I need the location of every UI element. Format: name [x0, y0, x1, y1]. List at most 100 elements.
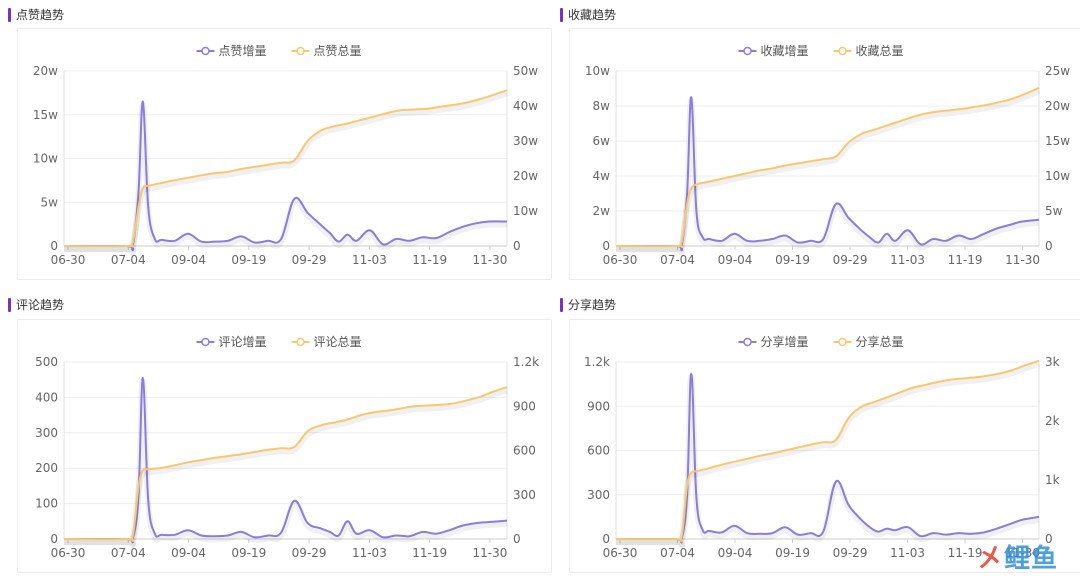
series-line-shadow: [63, 387, 508, 547]
x-tick-label: 11-03: [352, 546, 387, 560]
x-tick-label: 06-30: [51, 546, 86, 560]
x-tick-label: 11-03: [890, 546, 925, 560]
y-right-tick-label: 40w: [513, 99, 538, 113]
x-tick-label: 07-04: [111, 253, 146, 267]
x-tick-label: 11-30: [1005, 253, 1040, 267]
x-tick-label: 06-30: [51, 253, 86, 267]
x-tick-label: 09-19: [775, 253, 810, 267]
x-tick-label: 11-19: [412, 253, 447, 267]
series-line-increment[interactable]: [64, 100, 508, 252]
y-right-tick-label: 20w: [1045, 99, 1070, 113]
legend-item[interactable]: 分享增量: [738, 334, 809, 349]
section-title: 收藏趋势: [560, 8, 616, 22]
y-left-tick-label: 6w: [593, 134, 611, 148]
y-right-tick-label: 300: [513, 488, 536, 502]
x-tick-label: 11-30: [1005, 546, 1040, 560]
y-left-tick-label: 1.2k: [584, 355, 610, 369]
y-left-tick-label: 15w: [33, 108, 58, 122]
y-left-tick-label: 20w: [33, 64, 58, 78]
y-right-tick-label: 900: [513, 399, 536, 413]
y-right-tick-label: 600: [513, 444, 536, 458]
series-line-increment[interactable]: [615, 372, 1040, 544]
x-tick-label: 09-29: [292, 546, 327, 560]
chart-panel-favorites: 收藏趋势 收藏增量 收藏总量 0 2w 4w 6w 8w 10w 0 5w 10w 15w 20w 25w…: [552, 0, 1080, 290]
chart-frame: 评论增量 评论总量 0 100 200 300 400 500 0 300 600 900 1.2k 06…: [17, 319, 552, 573]
legend-item[interactable]: 点赞增量: [196, 44, 267, 58]
legend-label: 点赞增量: [219, 44, 267, 58]
legend-marker: [201, 46, 210, 56]
series-line-increment[interactable]: [63, 376, 508, 544]
watermark-logo: 㐅鲤鱼: [977, 538, 1058, 575]
x-tick-label: 07-04: [660, 253, 695, 267]
y-left-tick-label: 2w: [593, 204, 611, 218]
y-left-tick-label: 400: [35, 390, 58, 404]
series-line-total[interactable]: [63, 386, 508, 542]
legend-marker: [296, 46, 305, 56]
legend-item[interactable]: 点赞总量: [291, 44, 362, 58]
legend-item[interactable]: 评论增量: [196, 335, 267, 349]
y-right-tick-label: 20w: [513, 169, 538, 183]
legend-marker: [296, 337, 305, 347]
y-left-tick-label: 0: [50, 239, 58, 253]
x-tick-label: 07-04: [660, 546, 695, 560]
series-line-shadow: [64, 101, 508, 257]
y-left-tick-label: 5w: [41, 195, 59, 209]
legend-item[interactable]: 评论总量: [291, 335, 362, 349]
legend[interactable]: 分享增量 分享总量: [738, 334, 904, 349]
y-left-tick-label: 0: [50, 532, 58, 546]
series-line-total[interactable]: [615, 359, 1040, 543]
chart-panel-comments: 评论趋势 评论增量 评论总量 0 100 200 300 400 500 0 300 600 900 1…: [0, 292, 552, 583]
legend-item[interactable]: 收藏增量: [738, 44, 809, 58]
legend-label: 收藏总量: [856, 44, 904, 58]
y-right-tick-label: 1.2k: [513, 355, 539, 369]
chart-frame: 收藏增量 收藏总量 0 2w 4w 6w 8w 10w 0 5w 10w 15w 20w 25w 06-30…: [569, 28, 1080, 280]
legend-item[interactable]: 收藏总量: [833, 44, 904, 58]
x-tick-label: 09-19: [231, 546, 266, 560]
x-tick-label: 09-04: [718, 253, 753, 267]
y-right-tick-label: 2k: [1045, 414, 1060, 428]
likes-trend-chart: 点赞增量 点赞总量 0 5w 10w 15w 20w 0 10w 20w 30w 40w 50w 06-3…: [33, 44, 538, 267]
legend-label: 分享增量: [761, 334, 809, 349]
series-line-total[interactable]: [615, 86, 1040, 248]
y-right-tick-label: 0: [1045, 532, 1053, 546]
x-tick-label: 09-04: [718, 546, 753, 560]
y-left-tick-label: 300: [587, 488, 610, 502]
legend-label: 评论总量: [314, 335, 362, 349]
series-line-shadow: [615, 88, 1041, 253]
x-tick-label: 11-03: [890, 253, 925, 267]
x-tick-label: 09-19: [231, 253, 266, 267]
legend-label: 收藏增量: [761, 44, 809, 58]
legend[interactable]: 收藏增量 收藏总量: [738, 44, 904, 58]
y-right-tick-label: 3k: [1045, 355, 1060, 369]
series-line-total[interactable]: [63, 89, 508, 248]
x-tick-label: 11-30: [473, 253, 508, 267]
series-line-increment[interactable]: [616, 96, 1040, 252]
legend-label: 点赞总量: [314, 44, 362, 58]
legend-marker: [838, 46, 847, 56]
legend[interactable]: 点赞增量 点赞总量: [196, 44, 362, 58]
legend[interactable]: 评论增量 评论总量: [196, 335, 362, 349]
favorites-trend-chart: 收藏增量 收藏总量 0 2w 4w 6w 8w 10w 0 5w 10w 15w 20w 25w 06-30…: [585, 44, 1070, 267]
series-line-shadow: [615, 360, 1040, 548]
y-left-tick-label: 0: [602, 532, 610, 546]
x-tick-label: 09-29: [833, 546, 868, 560]
section-title: 评论趋势: [8, 298, 64, 312]
y-right-tick-label: 0: [1045, 239, 1053, 253]
x-tick-label: 09-19: [775, 546, 810, 560]
legend-label: 分享总量: [856, 334, 904, 349]
y-left-tick-label: 900: [587, 399, 610, 413]
y-left-tick-label: 500: [35, 355, 58, 369]
section-title: 点赞趋势: [8, 8, 64, 22]
watermark-mark: 㐅: [976, 544, 1004, 574]
chart-frame: 分享增量 分享总量 0 300 600 900 1.2k 0 1k 2k 3k 06-30 07-04 0…: [569, 319, 1080, 573]
legend-item[interactable]: 分享总量: [833, 334, 904, 349]
x-tick-label: 06-30: [603, 546, 638, 560]
y-left-tick-label: 100: [35, 497, 58, 511]
y-right-tick-label: 30w: [513, 134, 538, 148]
comments-trend-chart: 评论增量 评论总量 0 100 200 300 400 500 0 300 600 900 1.2k 06…: [35, 335, 539, 560]
y-right-tick-label: 1k: [1045, 473, 1060, 487]
legend-marker: [743, 46, 752, 56]
x-tick-label: 09-04: [171, 253, 206, 267]
y-left-tick-label: 0: [602, 239, 610, 253]
section-title: 分享趋势: [560, 298, 616, 312]
